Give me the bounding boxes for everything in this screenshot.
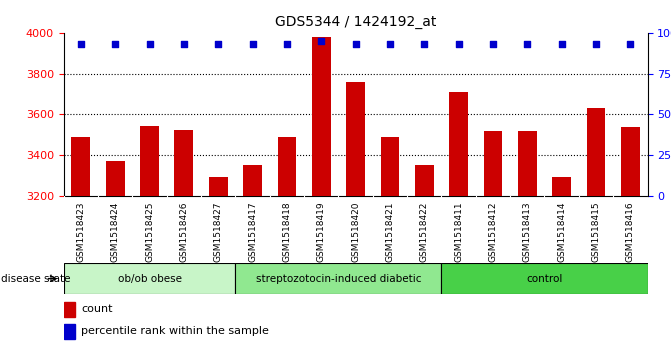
Bar xyxy=(484,131,503,196)
Point xyxy=(247,41,258,47)
Text: GSM1518418: GSM1518418 xyxy=(282,201,291,262)
Text: GSM1518427: GSM1518427 xyxy=(214,201,223,262)
Bar xyxy=(236,263,442,294)
Text: GSM1518415: GSM1518415 xyxy=(592,201,601,262)
Bar xyxy=(64,324,75,339)
Bar xyxy=(278,137,297,196)
Bar xyxy=(552,177,571,196)
Text: GSM1518425: GSM1518425 xyxy=(145,201,154,262)
Bar xyxy=(442,263,648,294)
Point xyxy=(350,41,361,47)
Point xyxy=(384,41,395,47)
Text: GSM1518421: GSM1518421 xyxy=(385,201,395,262)
Point xyxy=(522,41,533,47)
Point xyxy=(213,41,223,47)
Text: GSM1518417: GSM1518417 xyxy=(248,201,257,262)
Bar xyxy=(64,263,236,294)
Bar xyxy=(621,127,639,196)
Point xyxy=(144,41,155,47)
Text: count: count xyxy=(81,305,113,314)
Text: ob/ob obese: ob/ob obese xyxy=(117,274,182,284)
Bar xyxy=(449,92,468,196)
Point xyxy=(556,41,567,47)
Text: GSM1518413: GSM1518413 xyxy=(523,201,532,262)
Point xyxy=(454,41,464,47)
Bar xyxy=(312,37,331,196)
Bar xyxy=(518,131,537,196)
Point xyxy=(178,41,189,47)
Bar xyxy=(174,130,193,196)
Bar xyxy=(586,108,605,196)
Text: GSM1518416: GSM1518416 xyxy=(626,201,635,262)
Text: GSM1518424: GSM1518424 xyxy=(111,201,119,262)
Text: GSM1518412: GSM1518412 xyxy=(488,201,497,262)
Text: GSM1518426: GSM1518426 xyxy=(179,201,189,262)
Point xyxy=(282,41,293,47)
Point xyxy=(590,41,601,47)
Text: GSM1518420: GSM1518420 xyxy=(351,201,360,262)
Bar xyxy=(140,126,159,196)
Bar xyxy=(72,137,91,196)
Point xyxy=(110,41,121,47)
Point xyxy=(419,41,429,47)
Title: GDS5344 / 1424192_at: GDS5344 / 1424192_at xyxy=(275,15,436,29)
Text: GSM1518414: GSM1518414 xyxy=(557,201,566,262)
Point xyxy=(316,38,327,44)
Text: GSM1518423: GSM1518423 xyxy=(76,201,85,262)
Text: GSM1518419: GSM1518419 xyxy=(317,201,326,262)
Text: GSM1518411: GSM1518411 xyxy=(454,201,463,262)
Bar xyxy=(415,166,433,196)
Point xyxy=(488,41,499,47)
Point xyxy=(625,41,635,47)
Bar xyxy=(346,82,365,196)
Bar xyxy=(209,177,227,196)
Text: GSM1518422: GSM1518422 xyxy=(420,201,429,262)
Bar xyxy=(243,166,262,196)
Bar xyxy=(64,302,75,317)
Bar xyxy=(106,161,125,196)
Text: disease state: disease state xyxy=(1,274,71,284)
Text: percentile rank within the sample: percentile rank within the sample xyxy=(81,326,269,336)
Text: streptozotocin-induced diabetic: streptozotocin-induced diabetic xyxy=(256,274,421,284)
Point xyxy=(76,41,87,47)
Bar xyxy=(380,137,399,196)
Text: control: control xyxy=(526,274,563,284)
